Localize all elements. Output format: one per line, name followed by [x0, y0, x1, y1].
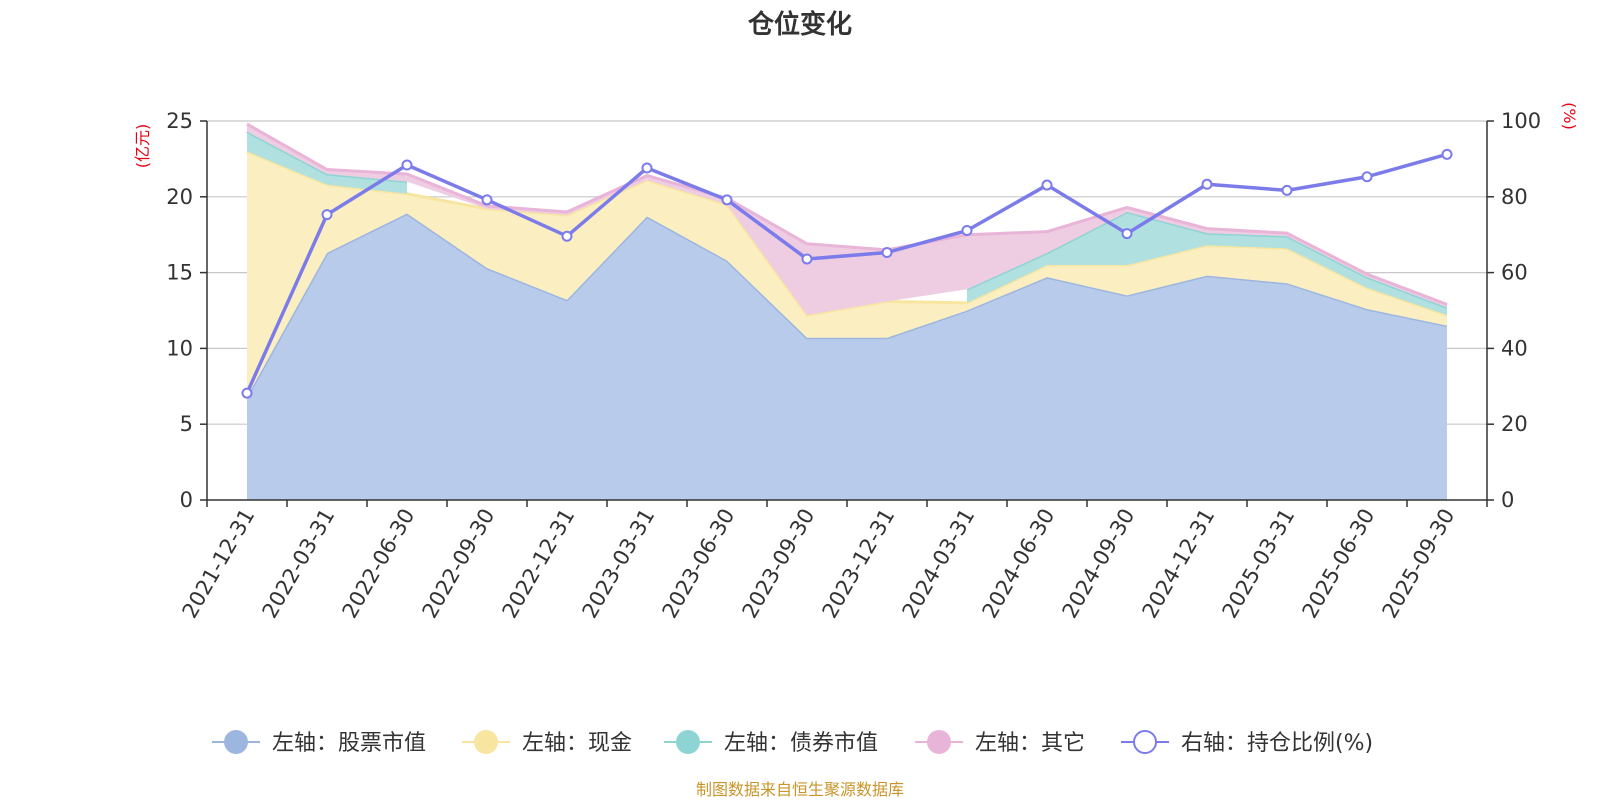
ratio-point[interactable] — [1441, 148, 1453, 160]
x-tick-label: 2023-06-30 — [658, 505, 740, 623]
x-tick-label: 2024-09-30 — [1058, 505, 1140, 623]
legend-marker-icon — [676, 730, 700, 754]
data-source-note: 制图数据来自恒生聚源数据库 — [696, 780, 904, 799]
right-tick-label: 0 — [1501, 488, 1514, 512]
ratio-line-path — [245, 152, 1448, 394]
right-tick-label: 80 — [1501, 185, 1528, 209]
legend-marker-icon — [927, 730, 951, 754]
x-tick-label: 2022-03-31 — [258, 505, 340, 623]
x-tick-label: 2022-09-30 — [418, 505, 500, 623]
right-tick-label: 20 — [1501, 412, 1528, 436]
legend-marker-icon — [1133, 730, 1157, 754]
ratio-point[interactable] — [1201, 178, 1213, 190]
legend-marker-icon — [224, 730, 248, 754]
x-tick-label: 2023-12-31 — [818, 505, 900, 623]
area-edge-4 — [246, 122, 1448, 306]
x-tick-label: 2022-12-31 — [498, 505, 580, 623]
ratio-point[interactable] — [1281, 184, 1293, 196]
ratio-point[interactable] — [721, 194, 733, 206]
right-axis-unit: (%) — [1560, 102, 1579, 130]
ratio-point[interactable] — [481, 194, 493, 206]
legend-label: 左轴：债券市值 — [724, 731, 878, 756]
area-edge-2 — [246, 149, 1448, 317]
legend-label: 左轴：股票市值 — [272, 731, 426, 756]
ratio-point[interactable] — [241, 387, 253, 399]
area-1 — [247, 213, 1447, 500]
right-tick-label: 60 — [1501, 261, 1528, 285]
ratio-line — [241, 148, 1453, 399]
x-tick-label: 2025-03-31 — [1218, 505, 1300, 623]
ratio-point[interactable] — [561, 230, 573, 242]
x-tick-label: 2025-06-30 — [1298, 505, 1380, 623]
area-3 — [967, 211, 1447, 316]
ratio-point[interactable] — [1041, 179, 1053, 191]
legend-item-1[interactable]: 左轴：股票市值 — [212, 730, 426, 756]
right-tick-label: 100 — [1501, 109, 1541, 133]
right-tick-label: 40 — [1501, 336, 1528, 360]
x-tick-label: 2021-12-31 — [178, 505, 260, 623]
legend-item-4[interactable]: 左轴：其它 — [915, 730, 1085, 756]
stacked-areas — [245, 122, 1448, 500]
x-tick-label: 2024-03-31 — [898, 505, 980, 623]
left-tick-label: 5 — [180, 412, 193, 436]
x-tick-label: 2023-09-30 — [738, 505, 820, 623]
left-tick-label: 20 — [166, 185, 193, 209]
left-tick-label: 25 — [166, 109, 193, 133]
ratio-point[interactable] — [401, 159, 413, 171]
legend-item-3[interactable]: 左轴：债券市值 — [664, 730, 878, 756]
x-tick-label: 2024-12-31 — [1138, 505, 1220, 623]
ratio-point[interactable] — [801, 253, 813, 265]
left-tick-label: 0 — [180, 488, 193, 512]
legend-label: 左轴：其它 — [975, 731, 1085, 756]
x-tick-label: 2022-06-30 — [338, 505, 420, 623]
ratio-point[interactable] — [1121, 228, 1133, 240]
left-tick-label: 15 — [166, 261, 193, 285]
legend-label: 左轴：现金 — [522, 731, 632, 756]
legend[interactable]: 左轴：股票市值 左轴：现金 左轴：债券市值 左轴：其它 右轴：持仓比例(%) — [212, 730, 1373, 756]
area-4 — [247, 124, 1447, 316]
chart-title: 仓位变化 — [747, 9, 852, 40]
area-2 — [247, 151, 1447, 397]
ratio-point[interactable] — [881, 247, 893, 259]
ratio-point[interactable] — [961, 225, 973, 237]
x-tick-label: 2025-09-30 — [1378, 505, 1460, 623]
x-tick-label: 2024-06-30 — [978, 505, 1060, 623]
left-axis-unit: (亿元) — [133, 124, 152, 169]
legend-item-5[interactable]: 右轴：持仓比例(%) — [1121, 730, 1373, 756]
legend-item-2[interactable]: 左轴：现金 — [462, 730, 632, 756]
left-tick-label: 10 — [166, 336, 193, 360]
ratio-point[interactable] — [641, 162, 653, 174]
legend-label: 右轴：持仓比例(%) — [1181, 731, 1373, 756]
legend-marker-icon — [474, 730, 498, 754]
ratio-point[interactable] — [321, 209, 333, 221]
x-tick-label: 2023-03-31 — [578, 505, 660, 623]
ratio-point[interactable] — [1361, 171, 1373, 183]
